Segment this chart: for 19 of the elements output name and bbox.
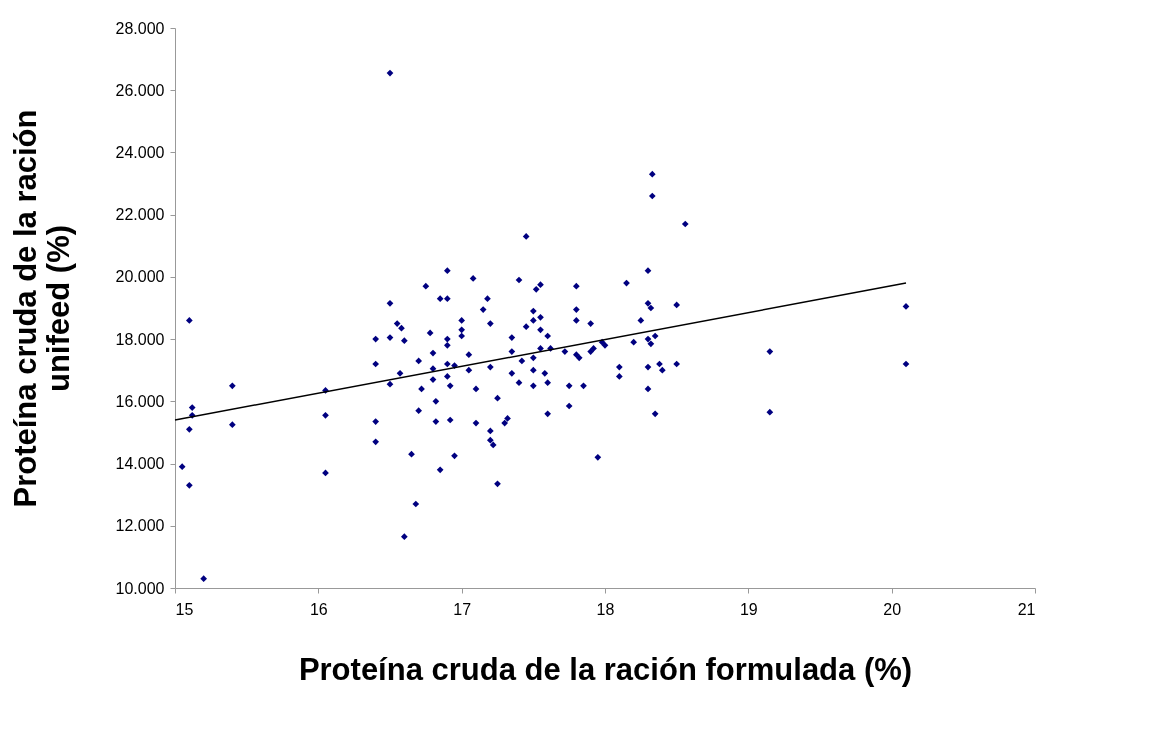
x-tick-label: 15 [175, 600, 194, 618]
y-tick-label: 16.000 [115, 392, 165, 410]
x-tick-label: 21 [1017, 600, 1036, 618]
y-tick-label: 24.000 [115, 143, 165, 161]
y-tick-label: 14.000 [115, 455, 165, 473]
x-tick-label: 16 [309, 600, 328, 618]
x-axis-title: Proteína cruda de la ración formulada (%) [298, 651, 913, 687]
x-tick-label: 20 [883, 600, 902, 618]
x-tick-label: 18 [596, 600, 615, 618]
y-tick-label: 20.000 [115, 268, 165, 286]
y-tick-label: 26.000 [115, 81, 165, 99]
y-tick-label: 28.000 [115, 19, 165, 37]
y-tick-label: 10.000 [115, 579, 165, 597]
y-axis-title: Proteína cruda de la ración unifeed (%) [7, 109, 76, 508]
x-tick-label: 17 [453, 600, 472, 618]
y-tick-label: 22.000 [115, 206, 165, 224]
y-tick-label: 18.000 [115, 330, 165, 348]
x-tick-label: 19 [739, 600, 758, 618]
y-tick-label: 12.000 [115, 517, 165, 535]
